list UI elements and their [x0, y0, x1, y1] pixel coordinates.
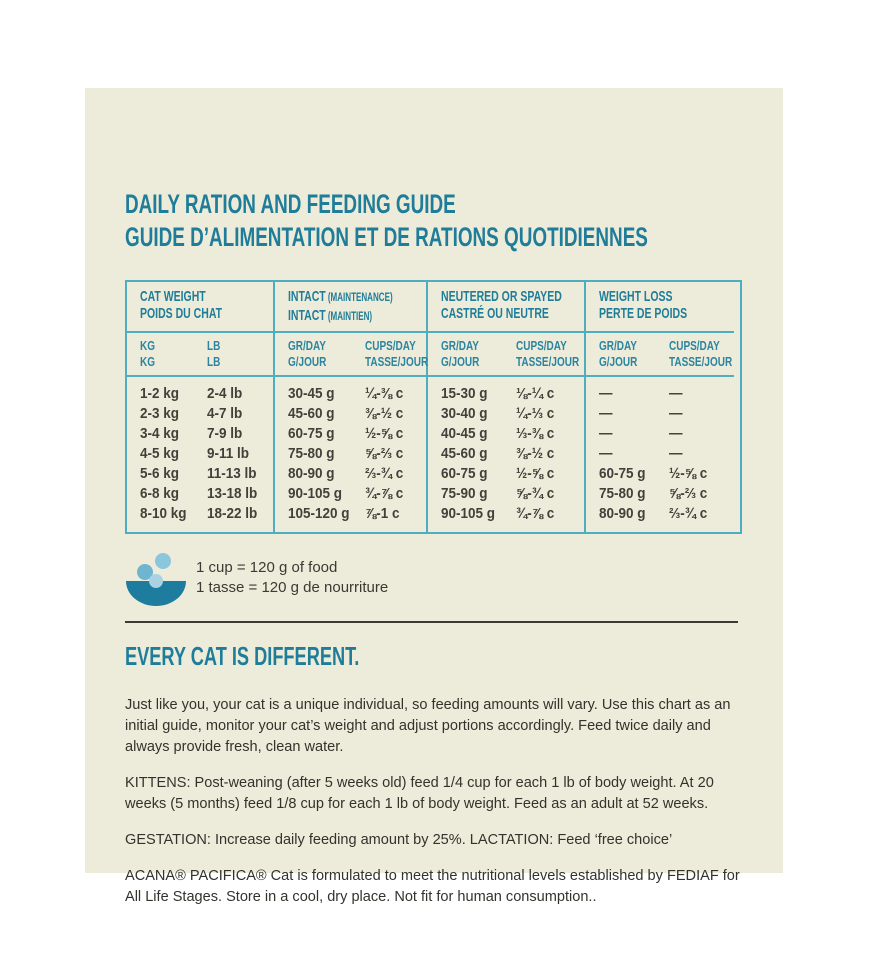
kittens-paragraph: KITTENS: Post-weaning (after 5 weeks old…	[125, 773, 714, 812]
header-fr: POIDS DU CHAT	[140, 305, 223, 323]
cell-lb: 4-7 lb	[207, 405, 243, 423]
cell-neutered-g: 15-30 g	[426, 377, 516, 405]
cell-intact-g: 30-45 g	[273, 377, 365, 405]
cup-equivalence-note: 1 cup = 120 g of food 1 tasse = 120 g de…	[125, 550, 740, 607]
cell-lb: 9-11 lb	[207, 445, 250, 463]
feeding-guide-card: DAILY RATION AND FEEDING GUIDE GUIDE D’A…	[85, 88, 783, 905]
header-fr-paren: (MAINTIEN)	[327, 311, 373, 324]
col-header-cat-weight: CAT WEIGHT POIDS DU CHAT	[127, 282, 273, 334]
cell-neutered-g: 90-105 g	[426, 504, 516, 533]
cell-kg: 2-3 kg	[140, 405, 180, 423]
cell-loss-g: —	[584, 444, 669, 465]
cup-note-fr: 1 tasse = 120 g de nourriture	[196, 579, 389, 597]
cell-lb: 7-9 lb	[207, 425, 243, 443]
header-en: WEIGHT LOSS	[599, 288, 673, 306]
gestation-paragraph: GESTATION: Increase daily feeding amount…	[125, 830, 673, 848]
col-header-neutered: NEUTERED OR SPAYED CASTRÉ OU NEUTRE	[426, 282, 584, 334]
cell-loss-g: 60-75 g	[584, 464, 669, 485]
cell-neutered-c: ⅛-¼ c	[516, 385, 555, 403]
cell-loss-g: —	[584, 424, 669, 445]
cell-intact-c: ⅞-1 c	[365, 505, 400, 523]
subheader-neutered-grday: GR/DAY G/JOUR	[426, 333, 516, 378]
cell-loss-c: —	[669, 425, 683, 443]
cell-lb: 2-4 lb	[207, 385, 243, 403]
subheader-intact-cupsday: CUPS/DAY TASSE/JOUR	[365, 333, 428, 378]
cell-loss-g: —	[584, 404, 669, 425]
header-en: INTACT	[288, 288, 326, 306]
cell-loss-c: —	[669, 445, 683, 463]
cell-lb: 13-18 lb	[207, 485, 258, 503]
cell-intact-g: 105-120 g	[273, 504, 365, 533]
header-fr: PERTE DE POIDS	[599, 305, 688, 323]
header-en: CAT WEIGHT	[140, 288, 206, 306]
cell-neutered-g: 45-60 g	[426, 444, 516, 465]
cell-intact-g: 60-75 g	[273, 424, 365, 445]
title-line-fr: GUIDE D’ALIMENTATION ET DE RATIONS QUOTI…	[125, 222, 648, 253]
cell-neutered-c: ⅜-½ c	[516, 445, 555, 463]
cell-kg: 1-2 kg	[140, 385, 180, 403]
cell-loss-g: —	[584, 377, 669, 405]
cell-intact-g: 90-105 g	[273, 484, 365, 505]
feeding-table: CAT WEIGHT POIDS DU CHAT INTACT (MAINTENA…	[125, 280, 742, 535]
header-fr: INTACT	[288, 307, 326, 325]
subheader-loss-grday: GR/DAY G/JOUR	[584, 333, 669, 378]
info-heading: EVERY CAT IS DIFFERENT.	[125, 641, 360, 672]
cell-lb: 11-13 lb	[207, 465, 257, 483]
cell-loss-c: —	[669, 385, 683, 403]
subheader-lb: LB LB	[207, 333, 273, 378]
header-en: NEUTERED OR SPAYED	[441, 288, 562, 306]
cell-neutered-g: 60-75 g	[426, 464, 516, 485]
card-content: DAILY RATION AND FEEDING GUIDE GUIDE D’A…	[85, 88, 783, 907]
cell-intact-c: ¾-⅞ c	[365, 485, 404, 503]
cell-neutered-c: ⅝-¾ c	[516, 485, 555, 503]
cell-loss-c: ⅔-¾ c	[669, 505, 708, 523]
regulatory-paragraph: ACANA® PACIFICA® Cat is formulated to me…	[125, 866, 740, 905]
cell-intact-c: ⅜-½ c	[365, 405, 404, 423]
cell-kg: 4-5 kg	[140, 445, 180, 463]
cell-intact-g: 75-80 g	[273, 444, 365, 465]
cell-intact-c: ⅝-⅔ c	[365, 445, 404, 463]
subheader-neutered-cupsday: CUPS/DAY TASSE/JOUR	[516, 333, 584, 378]
cell-lb: 18-22 lb	[207, 505, 258, 523]
cell-kg: 6-8 kg	[140, 485, 180, 503]
subheader-intact-grday: GR/DAY G/JOUR	[273, 333, 365, 378]
cell-intact-c: ⅔-¾ c	[365, 465, 404, 483]
cell-loss-c: —	[669, 405, 683, 423]
subheader-kg: KG KG	[127, 333, 207, 378]
cell-loss-c: ½-⅝ c	[669, 465, 708, 483]
cell-neutered-c: ½-⅝ c	[516, 465, 555, 483]
cell-neutered-g: 40-45 g	[426, 424, 516, 445]
cell-neutered-c: ¾-⅞ c	[516, 505, 555, 523]
cup-note-en: 1 cup = 120 g of food	[196, 559, 338, 577]
cell-intact-g: 80-90 g	[273, 464, 365, 485]
page-title: DAILY RATION AND FEEDING GUIDE GUIDE D’A…	[125, 188, 740, 254]
col-header-weight-loss: WEIGHT LOSS PERTE DE POIDS	[584, 282, 734, 334]
col-header-intact: INTACT (MAINTENANCE) INTACT (MAINTIEN)	[273, 282, 426, 334]
section-divider	[125, 621, 738, 624]
intro-paragraph: Just like you, your cat is a unique indi…	[125, 695, 731, 755]
header-fr: CASTRÉ OU NEUTRE	[441, 305, 549, 323]
cell-neutered-c: ¼-⅓ c	[516, 405, 555, 423]
cell-intact-c: ¼-⅜ c	[365, 385, 404, 403]
cell-neutered-c: ⅓-⅜ c	[516, 425, 555, 443]
cell-neutered-g: 75-90 g	[426, 484, 516, 505]
cell-loss-g: 80-90 g	[584, 504, 669, 533]
header-en-paren: (MAINTENANCE)	[327, 292, 393, 305]
cell-neutered-g: 30-40 g	[426, 404, 516, 425]
cell-kg: 3-4 kg	[140, 425, 180, 443]
cell-loss-g: 75-80 g	[584, 484, 669, 505]
cell-intact-c: ½-⅝ c	[365, 425, 404, 443]
cell-loss-c: ⅝-⅔ c	[669, 485, 708, 503]
cell-intact-g: 45-60 g	[273, 404, 365, 425]
title-line-en: DAILY RATION AND FEEDING GUIDE	[125, 189, 456, 220]
cell-kg: 8-10 kg	[140, 505, 187, 523]
cell-kg: 5-6 kg	[140, 465, 180, 483]
subheader-loss-cupsday: CUPS/DAY TASSE/JOUR	[669, 333, 734, 378]
cup-note-text: 1 cup = 120 g of food 1 tasse = 120 g de…	[196, 558, 388, 598]
kibble-bowl-icon	[126, 553, 186, 607]
